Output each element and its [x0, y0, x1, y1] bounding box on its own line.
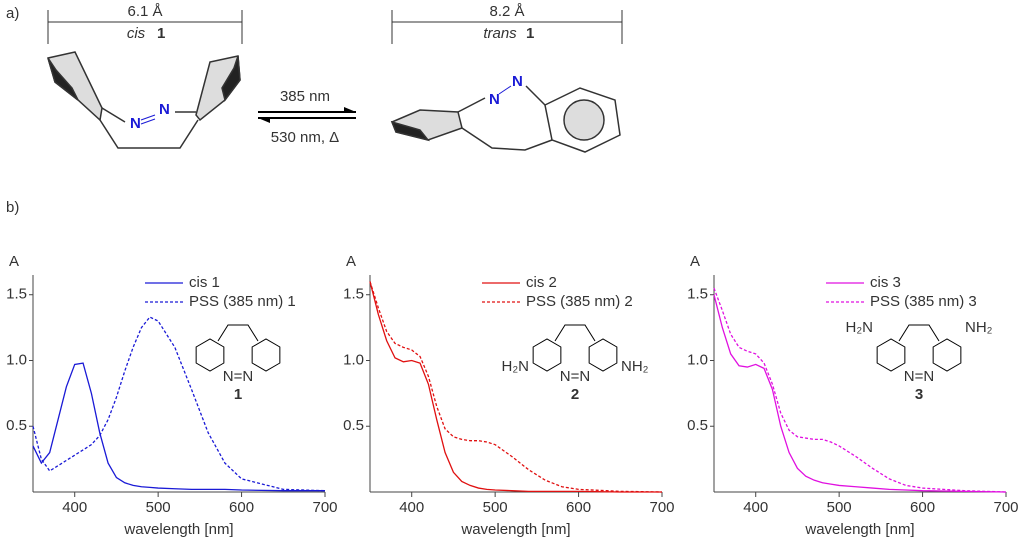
- spectrum-line: [32, 362, 325, 492]
- x-tick-label: 700: [312, 499, 337, 516]
- y-tick-label: 0.5: [687, 417, 708, 434]
- molecule-number: 1: [157, 25, 165, 42]
- structure-group: H₂N: [846, 319, 874, 336]
- structure-azo: N=N: [223, 368, 253, 385]
- atom-label: N: [489, 91, 500, 108]
- y-tick-label: 1.0: [6, 351, 27, 368]
- atom-label: N: [130, 115, 141, 132]
- cis-molecule: [47, 51, 241, 149]
- y-tick-label: 1.0: [687, 351, 708, 368]
- x-tick-label: 400: [62, 499, 87, 516]
- molecule-prefix: trans: [483, 25, 517, 42]
- y-tick-label: 0.5: [343, 417, 364, 434]
- panel-label: b): [6, 199, 19, 216]
- structure-ring: [588, 338, 618, 372]
- structure-ring: [932, 338, 962, 372]
- structure-bridge: [898, 324, 940, 342]
- structure-azo: N=N: [560, 368, 590, 385]
- x-tick-label: 500: [827, 499, 852, 516]
- x-tick-label: 400: [399, 499, 424, 516]
- structure-bridge: [554, 324, 596, 342]
- structure-number: 1: [234, 386, 242, 403]
- y-tick-label: 1.5: [6, 286, 27, 303]
- x-axis-label: wavelength [nm]: [460, 521, 570, 538]
- distance-label: 8.2 Å: [489, 3, 524, 20]
- legend-label: PSS (385 nm) 3: [870, 293, 977, 310]
- legend-label: cis 2: [526, 274, 557, 291]
- molecule-number: 1: [526, 25, 534, 42]
- spectrum-line: [32, 316, 326, 492]
- legend-label: PSS (385 nm) 2: [526, 293, 633, 310]
- x-axis-label: wavelength [nm]: [804, 521, 914, 538]
- structure-ring: [251, 338, 281, 372]
- x-tick-label: 700: [993, 499, 1018, 516]
- trans-molecule: [390, 85, 621, 153]
- y-axis-label: A: [9, 253, 19, 270]
- atom-label: N: [159, 101, 170, 118]
- structure-azo: N=N: [904, 368, 934, 385]
- structure-ring: [876, 338, 906, 372]
- legend-label: PSS (385 nm) 1: [189, 293, 296, 310]
- arrow-label: 385 nm: [280, 88, 330, 105]
- y-axis-label: A: [346, 253, 356, 270]
- spectrum-line: [713, 287, 1007, 493]
- y-tick-label: 1.0: [343, 351, 364, 368]
- structure-ring: [195, 338, 225, 372]
- structure-number: 3: [915, 386, 923, 403]
- y-tick-label: 1.5: [343, 286, 364, 303]
- structure-ring: [532, 338, 562, 372]
- molecule-prefix: cis: [127, 25, 146, 42]
- spectrum-line: [369, 281, 662, 493]
- structure-number: 2: [571, 386, 579, 403]
- panel-a: a) 6.1 Å cis 1 8.2 Å trans 1 N N 385 nm …: [6, 3, 623, 153]
- x-tick-label: 500: [483, 499, 508, 516]
- x-tick-label: 700: [649, 499, 674, 516]
- atom-label: N: [512, 73, 523, 90]
- x-tick-label: 600: [229, 499, 254, 516]
- structure-group: NH₂: [965, 319, 993, 336]
- spectrum-line: [369, 281, 663, 493]
- y-tick-label: 0.5: [6, 417, 27, 434]
- x-tick-label: 600: [566, 499, 591, 516]
- arrow-label: 530 nm, Δ: [271, 129, 339, 146]
- x-tick-label: 500: [146, 499, 171, 516]
- legend-label: cis 3: [870, 274, 901, 291]
- legend-label: cis 1: [189, 274, 220, 291]
- structure-group: NH₂: [621, 358, 649, 375]
- panel-label: a): [6, 5, 19, 22]
- distance-label: 6.1 Å: [127, 3, 162, 20]
- spectrum-line: [713, 294, 1007, 493]
- x-axis-label: wavelength [nm]: [123, 521, 233, 538]
- y-axis-label: A: [690, 253, 700, 270]
- x-tick-label: 600: [910, 499, 935, 516]
- structure-group: H₂N: [502, 358, 530, 375]
- x-tick-label: 400: [743, 499, 768, 516]
- structure-bridge: [217, 324, 259, 342]
- y-tick-label: 1.5: [687, 286, 708, 303]
